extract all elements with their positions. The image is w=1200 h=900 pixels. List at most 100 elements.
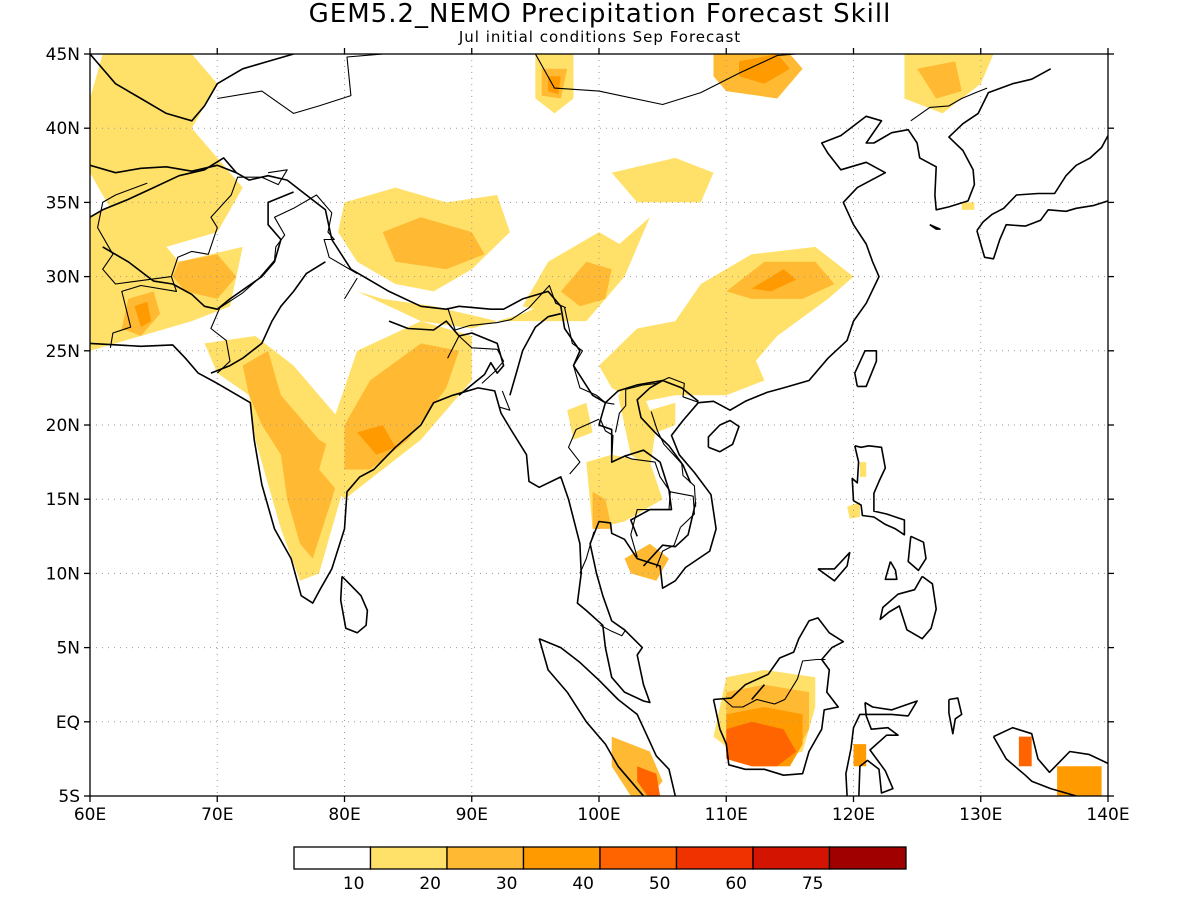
skill-region-21 bbox=[739, 54, 790, 84]
skill-region-38 bbox=[637, 766, 661, 796]
colorbar-label: 60 bbox=[725, 874, 747, 894]
country-border bbox=[344, 277, 358, 300]
y-tick-label: 35N bbox=[46, 193, 80, 213]
coastline bbox=[90, 164, 699, 404]
colorbar-swatch-3 bbox=[522, 846, 601, 870]
skill-region-19 bbox=[675, 336, 765, 396]
x-tick-label: 100E bbox=[577, 805, 620, 825]
colorbar-swatch-1 bbox=[369, 846, 448, 870]
x-tick-label: 130E bbox=[959, 805, 1002, 825]
country-border bbox=[97, 169, 288, 285]
y-tick-label: 40N bbox=[46, 119, 80, 139]
skill-region-30 bbox=[618, 380, 657, 470]
y-tick-label: 5S bbox=[58, 787, 80, 807]
chart-title: GEM5.2_NEMO Precipitation Forecast Skill bbox=[308, 0, 892, 29]
coastline bbox=[817, 551, 851, 582]
colorbar-swatch-0 bbox=[293, 846, 372, 870]
coastline bbox=[90, 54, 294, 122]
y-tick-label: 5N bbox=[56, 639, 80, 659]
colorbar-label: 40 bbox=[572, 874, 594, 894]
coastline bbox=[879, 575, 938, 640]
country-border bbox=[614, 389, 627, 433]
skill-region-6 bbox=[242, 350, 345, 559]
colorbar-label: 50 bbox=[649, 874, 671, 894]
coastline bbox=[993, 726, 1108, 774]
coastline bbox=[642, 502, 697, 567]
skill-region-9 bbox=[357, 425, 396, 455]
skill-region-26 bbox=[548, 76, 561, 95]
colorbar-label: 75 bbox=[802, 874, 824, 894]
country-border bbox=[670, 491, 695, 528]
country-border bbox=[499, 390, 511, 411]
country-border bbox=[534, 54, 797, 106]
country-border bbox=[722, 658, 826, 708]
y-tick-label: 45N bbox=[46, 45, 80, 65]
country-border bbox=[447, 335, 505, 384]
skill-region-43 bbox=[859, 462, 867, 477]
colorbar: 10 20 30 40 50 60 75 bbox=[293, 846, 907, 894]
country-border bbox=[625, 376, 700, 404]
coastline bbox=[976, 200, 1108, 260]
coastline bbox=[853, 349, 878, 388]
y-tick-label: EQ bbox=[56, 713, 80, 733]
coastline bbox=[210, 261, 326, 374]
coastline bbox=[992, 736, 1077, 796]
coastline bbox=[102, 191, 294, 311]
country-border bbox=[600, 624, 627, 637]
y-tick-label: 20N bbox=[46, 416, 80, 436]
skill-fill-layer bbox=[90, 54, 1102, 796]
coastline bbox=[929, 223, 941, 230]
coastline bbox=[976, 135, 1108, 232]
y-tick-label: 10N bbox=[46, 564, 80, 584]
coastline-layer bbox=[90, 54, 1108, 796]
country-border bbox=[447, 284, 567, 331]
x-tick-label: 120E bbox=[832, 805, 875, 825]
colorbar-label: 30 bbox=[496, 874, 518, 894]
skill-region-11 bbox=[382, 217, 485, 270]
y-tick-label: 15N bbox=[46, 490, 80, 510]
colorbar-label: 10 bbox=[343, 874, 365, 894]
chart-subtitle: Jul initial conditions Sep Forecast bbox=[458, 28, 742, 46]
coastline bbox=[907, 535, 927, 572]
coastline bbox=[90, 68, 1052, 704]
colorbar-swatch-2 bbox=[446, 846, 525, 870]
country-border bbox=[579, 531, 595, 574]
country-border bbox=[217, 54, 383, 114]
coastline bbox=[884, 561, 898, 581]
skill-region-14 bbox=[560, 261, 612, 307]
country-border bbox=[650, 411, 697, 507]
colorbar-label: 20 bbox=[419, 874, 441, 894]
country-border bbox=[910, 87, 988, 122]
skill-region-18 bbox=[611, 157, 714, 203]
coastline bbox=[339, 575, 369, 634]
coastline bbox=[598, 402, 673, 537]
coastline bbox=[509, 312, 561, 396]
coastline bbox=[538, 637, 677, 796]
y-tick-label: 30N bbox=[46, 268, 80, 288]
coastline bbox=[751, 684, 766, 701]
x-tick-label: 140E bbox=[1086, 805, 1129, 825]
country-border bbox=[599, 418, 671, 558]
coastline bbox=[851, 444, 906, 536]
country-border bbox=[564, 307, 615, 405]
skill-region-17 bbox=[751, 269, 797, 292]
coastline bbox=[845, 700, 918, 796]
skill-region-36 bbox=[726, 721, 797, 767]
coastline bbox=[712, 617, 845, 777]
coastline bbox=[948, 697, 963, 735]
skill-region-41 bbox=[1057, 766, 1102, 796]
x-tick-label: 90E bbox=[456, 805, 488, 825]
colorbar-swatch-6 bbox=[752, 846, 831, 870]
y-tick-label: 25N bbox=[46, 342, 80, 362]
coastline bbox=[90, 157, 237, 218]
coastline bbox=[388, 320, 505, 396]
skill-region-40 bbox=[1018, 736, 1032, 767]
skill-region-32 bbox=[649, 402, 676, 433]
coastline bbox=[707, 419, 740, 453]
x-tick-label: 60E bbox=[74, 805, 106, 825]
country-border bbox=[109, 276, 178, 348]
skill-region-44 bbox=[961, 202, 975, 210]
colorbar-swatch-4 bbox=[599, 846, 678, 870]
country-border bbox=[567, 418, 600, 475]
